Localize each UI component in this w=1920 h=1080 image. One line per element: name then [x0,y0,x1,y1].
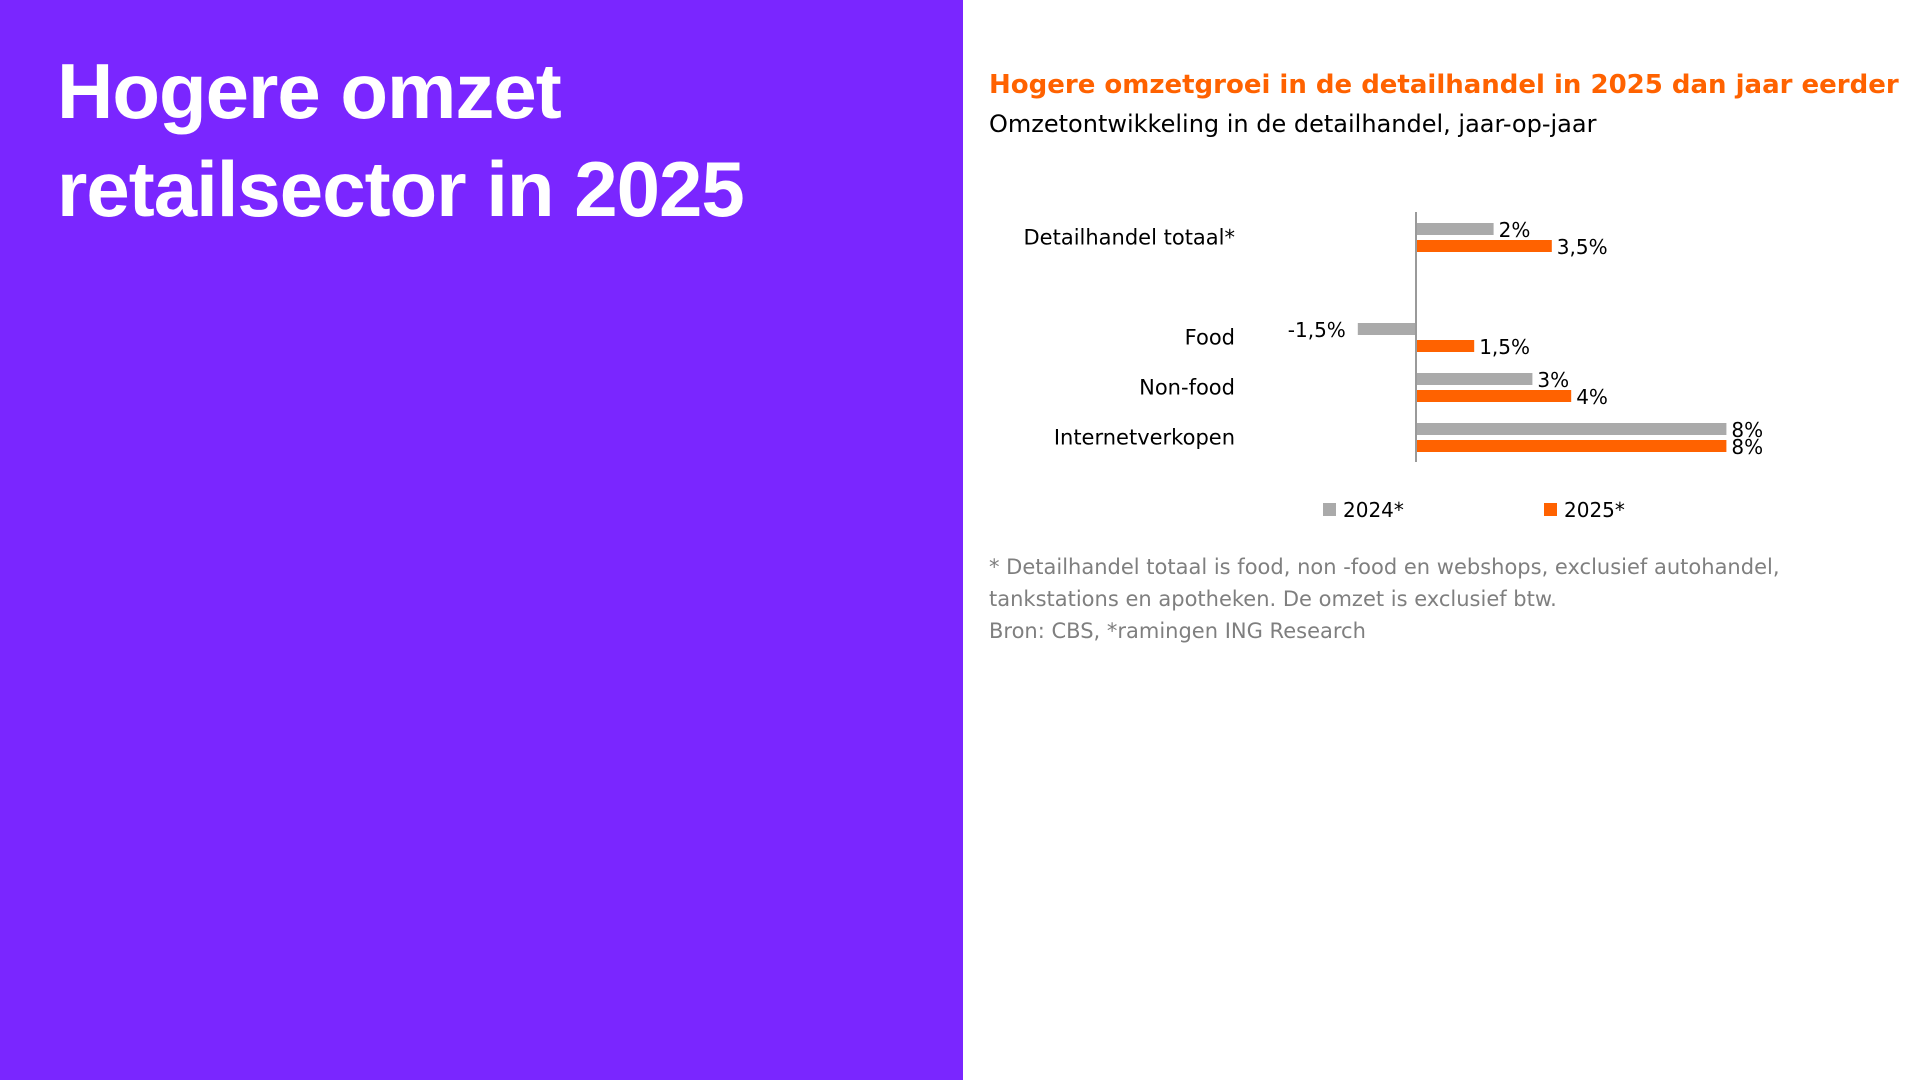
bar-food-2024 [1357,323,1416,335]
data-label-detailhandel-totaal-2024: 2% [1499,218,1531,242]
legend-label-2025: 2025* [1564,498,1625,522]
bar-detailhandel-totaal-2025 [1416,240,1552,252]
slide-title-line-2: retailsector in 2025 [57,145,745,233]
bar-detailhandel-totaal-2024 [1416,223,1494,235]
data-label-food-2025: 1,5% [1479,335,1530,359]
slide-title-line-1: Hogere omzet [57,47,562,135]
data-label-food-2024: -1,5% [1288,318,1346,342]
bar-non-food-2024 [1416,373,1533,385]
data-label-non-food-2024: 3% [1537,368,1569,392]
data-label-detailhandel-totaal-2025: 3,5% [1557,235,1608,259]
bar-internetverkopen-2025 [1416,440,1727,452]
footnote-line-2: tankstations en apotheken. De omzet is e… [989,587,1557,611]
footnote-line-3: Bron: CBS, *ramingen ING Research [989,619,1366,643]
data-label-internetverkopen-2025: 8% [1731,435,1763,459]
bar-food-2025 [1416,340,1475,352]
category-label-non-food: Non-food [1139,376,1235,400]
chart-footnote: * Detailhandel totaal is food, non -food… [989,551,1889,647]
bar-internetverkopen-2024 [1416,423,1727,435]
category-label-food: Food [1185,326,1235,350]
slide-title: Hogere omzet retailsector in 2025 [57,42,937,238]
legend-label-2024: 2024* [1343,498,1404,522]
category-label-detailhandel-totaal: Detailhandel totaal* [1024,226,1236,250]
chart-subtitle: Omzetontwikkeling in de detailhandel, ja… [989,110,1597,138]
category-label-internetverkopen: Internetverkopen [1054,426,1235,450]
bar-chart: Detailhandel totaal* 2% 3,5% Food -1,5% 1,5% N… [1024,212,1763,522]
data-label-non-food-2025: 4% [1576,385,1608,409]
legend-swatch-2024 [1323,503,1336,516]
chart-title: Hogere omzetgroei in de detailhandel in … [989,70,1899,100]
bar-non-food-2025 [1416,390,1572,402]
title-panel: Hogere omzet retailsector in 2025 [0,0,963,1080]
chart-panel: Hogere omzetgroei in de detailhandel in … [963,0,1920,1080]
data-label-internetverkopen-2024: 8% [1731,418,1763,442]
footnote-line-1: * Detailhandel totaal is food, non -food… [989,555,1780,579]
legend-swatch-2025 [1544,503,1557,516]
